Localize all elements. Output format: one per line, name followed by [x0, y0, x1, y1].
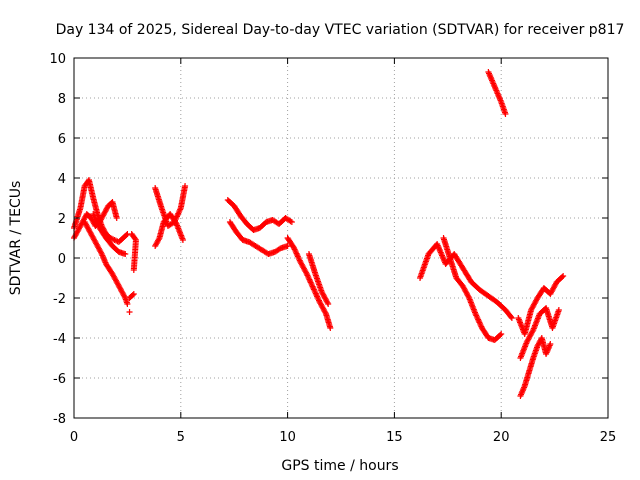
data-series: [71, 69, 567, 399]
data-point: [155, 236, 162, 243]
data-point: [288, 219, 295, 225]
data-point: [508, 315, 515, 321]
data-point: [122, 251, 129, 257]
x-tick-label: 15: [386, 430, 403, 445]
data-point: [124, 301, 131, 307]
x-tick-label: 0: [70, 430, 78, 445]
data-track: [517, 305, 562, 361]
data-point: [547, 341, 554, 347]
data-track: [305, 251, 332, 307]
data-point: [129, 292, 136, 298]
y-tick-label: -6: [53, 372, 66, 387]
data-track: [515, 273, 567, 337]
data-point: [502, 111, 509, 117]
y-tick-label: 10: [49, 52, 66, 67]
data-track: [152, 211, 186, 249]
data-point: [529, 328, 536, 335]
y-axis-label: SDTVAR / TECUs: [8, 181, 24, 296]
data-track: [226, 219, 291, 257]
data-track: [128, 231, 139, 273]
data-track: [224, 197, 295, 233]
data-point: [498, 331, 505, 337]
y-tick-label: 8: [58, 92, 66, 107]
y-tick-label: -4: [53, 332, 66, 347]
data-point: [303, 269, 310, 276]
x-tick-label: 20: [493, 430, 510, 445]
data-point: [172, 219, 179, 226]
data-point: [121, 293, 128, 300]
axes: 0 5 10 15 20 25 -8 -6 -4 -2 0 2 4 6 8 10: [49, 52, 616, 445]
data-point: [130, 267, 137, 273]
y-tick-label: 2: [58, 212, 66, 227]
data-point: [465, 293, 472, 300]
data-point: [555, 307, 562, 313]
y-tick-label: -8: [53, 412, 66, 427]
data-point: [322, 309, 329, 316]
chart-title: Day 134 of 2025, Sidereal Day-to-day VTE…: [56, 22, 625, 38]
data-point: [507, 313, 514, 320]
y-tick-label: 0: [58, 252, 66, 267]
data-point: [327, 325, 334, 331]
data-point: [560, 273, 567, 279]
data-point: [497, 332, 504, 338]
data-point: [287, 218, 294, 225]
data-track: [126, 309, 133, 315]
grid: [74, 58, 608, 418]
y-tick-label: 6: [58, 132, 66, 147]
data-track: [417, 241, 515, 321]
data-track: [152, 183, 189, 229]
data-point: [182, 183, 189, 189]
data-point: [325, 301, 332, 307]
data-point: [98, 249, 105, 256]
data-point: [132, 235, 139, 242]
data-track: [485, 69, 509, 117]
data-track: [90, 211, 129, 257]
y-tick-label: -2: [53, 292, 66, 307]
plot-frame: [73, 57, 609, 419]
data-track: [284, 235, 334, 331]
data-point: [179, 237, 186, 243]
data-track: [81, 219, 131, 307]
data-point: [559, 274, 566, 280]
data-point: [113, 215, 120, 221]
data-track: [517, 335, 554, 399]
data-point: [126, 309, 133, 315]
data-point: [123, 232, 130, 238]
x-tick-label: 10: [279, 430, 296, 445]
y-tick-label: 4: [58, 172, 66, 187]
data-point: [324, 299, 331, 306]
data-track: [440, 235, 505, 343]
x-tick-label: 5: [177, 430, 185, 445]
data-point: [130, 291, 137, 297]
x-tick-label: 25: [600, 430, 617, 445]
data-track: [126, 291, 137, 301]
x-axis-label: GPS time / hours: [281, 458, 398, 474]
